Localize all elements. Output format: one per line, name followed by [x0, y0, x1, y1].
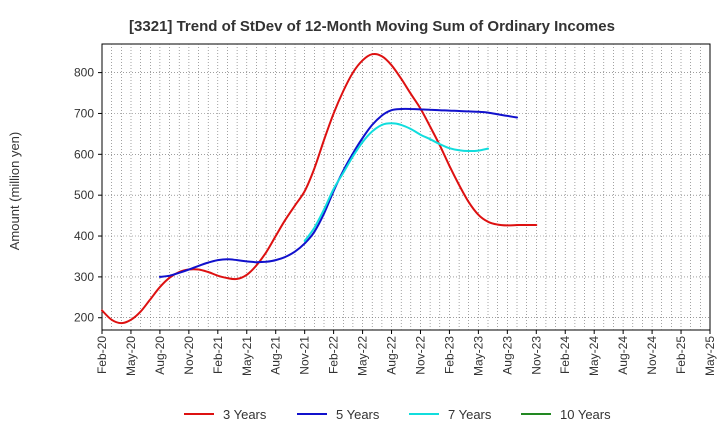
x-tick-label: Aug-24 — [616, 336, 630, 375]
x-tick-label: May-22 — [356, 336, 370, 376]
y-tick-label: 600 — [74, 147, 94, 161]
legend-label-7-years: 7 Years — [448, 407, 492, 422]
x-tick-label: May-23 — [471, 336, 485, 376]
x-tick-label: Aug-23 — [500, 336, 514, 375]
series-line-7-years — [303, 122, 489, 242]
x-tick-label: Feb-24 — [558, 336, 572, 374]
legend: 3 Years 5 Years 7 Years 10 Years — [184, 407, 611, 422]
x-axis-ticks: Feb-20 May-20 Aug-20 Nov-20 Feb-21 May-21 Aug-… — [95, 330, 717, 376]
y-axis-ticks: 200 300 400 500 600 700 800 — [74, 66, 102, 325]
y-tick-label: 700 — [74, 106, 94, 120]
plot-area — [101, 43, 711, 331]
y-tick-label: 500 — [74, 188, 94, 202]
y-tick-label: 400 — [74, 229, 94, 243]
x-tick-label: Nov-22 — [413, 336, 427, 375]
grid-lines — [102, 44, 710, 330]
legend-label-10-years: 10 Years — [560, 407, 611, 422]
x-tick-label: Aug-20 — [153, 336, 167, 375]
x-tick-label: May-25 — [703, 336, 717, 376]
x-tick-label: Feb-21 — [211, 336, 225, 374]
legend-label-3-years: 3 Years — [223, 407, 267, 422]
legend-label-5-years: 5 Years — [336, 407, 380, 422]
x-tick-label: Feb-25 — [674, 336, 688, 374]
x-tick-label: Aug-21 — [269, 336, 283, 375]
x-tick-label: May-24 — [587, 336, 601, 376]
series-lines — [101, 52, 538, 325]
x-tick-label: Feb-20 — [95, 336, 109, 374]
y-tick-label: 200 — [74, 311, 94, 325]
x-tick-label: Nov-20 — [182, 336, 196, 375]
x-tick-label: Feb-22 — [327, 336, 341, 374]
y-tick-label: 300 — [74, 270, 94, 284]
x-tick-label: Feb-23 — [442, 336, 456, 374]
chart-title: [3321] Trend of StDev of 12-Month Moving… — [129, 18, 615, 35]
x-tick-label: Nov-23 — [529, 336, 543, 375]
x-tick-label: Aug-22 — [385, 336, 399, 375]
x-tick-label: May-20 — [124, 336, 138, 376]
x-tick-label: Nov-24 — [645, 336, 659, 375]
x-tick-label: Nov-21 — [298, 336, 312, 375]
x-tick-label: May-21 — [240, 336, 254, 376]
y-tick-label: 800 — [74, 66, 94, 80]
y-axis-title: Amount (million yen) — [7, 132, 22, 251]
